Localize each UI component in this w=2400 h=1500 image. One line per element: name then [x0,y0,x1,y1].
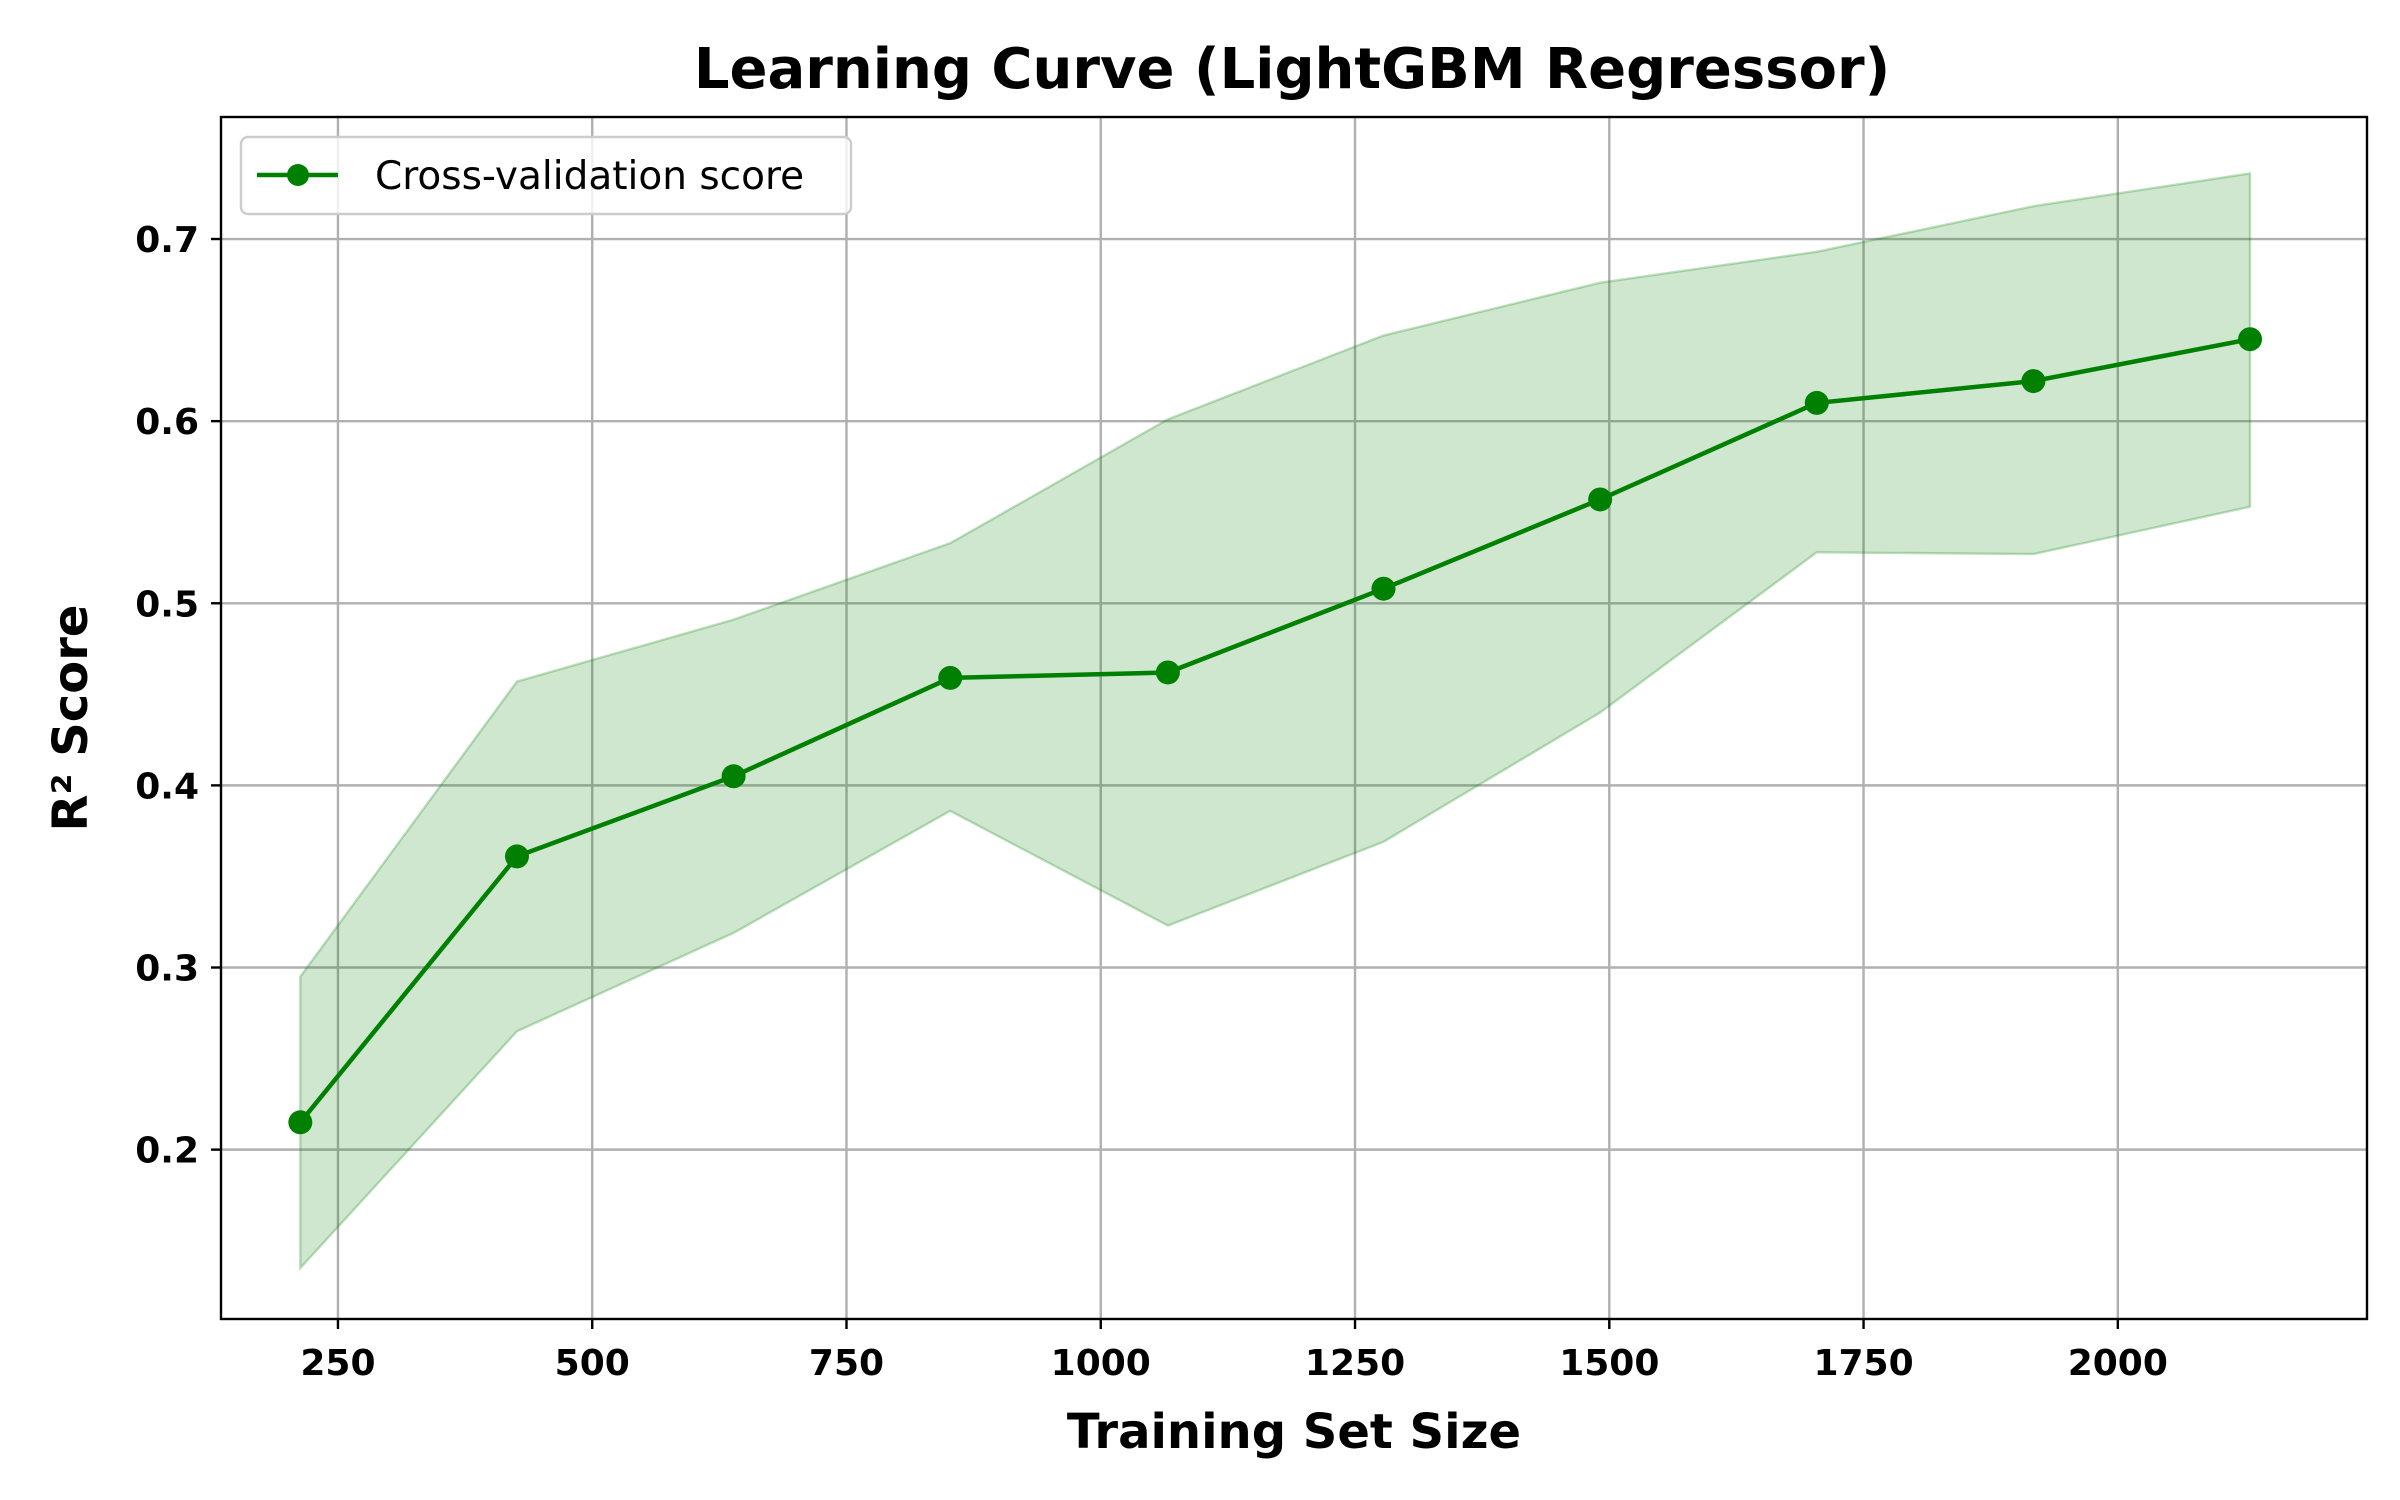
cv-score-point [2021,369,2046,394]
y-tick-label: 0.4 [135,766,199,807]
cv-score-point [288,1110,313,1135]
std-band [299,172,2252,1272]
confidence-band [299,172,2252,1272]
grid [221,117,2367,1319]
legend-box [239,135,853,216]
x-tick-label: 2000 [2068,1343,2168,1384]
series-layer [288,327,2263,1135]
axis-ticks: 250 500 750 1000 1250 1500 1750 2000 0.2 0.3 0.4 0.… [135,220,2168,1384]
y-tick-label: 0.7 [135,220,199,261]
y-tick-label: 0.6 [135,402,199,443]
y-tick-label: 0.3 [135,949,199,990]
y-tick-label: 0.2 [135,1131,199,1172]
x-tick-label: 750 [809,1343,884,1384]
cv-score-line [298,336,2253,1125]
x-tick-label: 1500 [1559,1343,1659,1384]
chart-title: Learning Curve (LightGBM Regressor) [694,37,1890,102]
legend: Cross-validation score [239,135,853,216]
cv-score-point [2238,327,2263,352]
x-tick-label: 1750 [1813,1343,1913,1384]
y-tick-label: 0.5 [135,584,199,625]
cv-score-point [1588,487,1613,512]
cv-score-point [1804,390,1829,415]
cv-score-point [1371,576,1396,601]
x-tick-label: 1000 [1051,1343,1151,1384]
cv-score-point [721,764,746,789]
x-axis-label: Training Set Size [1067,1404,1521,1460]
legend-label: Cross-validation score [375,154,804,199]
x-tick-label: 250 [300,1343,375,1384]
x-tick-label: 500 [555,1343,630,1384]
legend-marker-swatch [287,164,309,186]
cv-score-point [1155,660,1180,685]
cv-score-point [504,844,529,869]
y-axis-label: R² Score [43,605,99,832]
x-tick-label: 1250 [1305,1343,1405,1384]
cv-score-point [938,665,963,690]
plot-frame [219,115,2369,1321]
